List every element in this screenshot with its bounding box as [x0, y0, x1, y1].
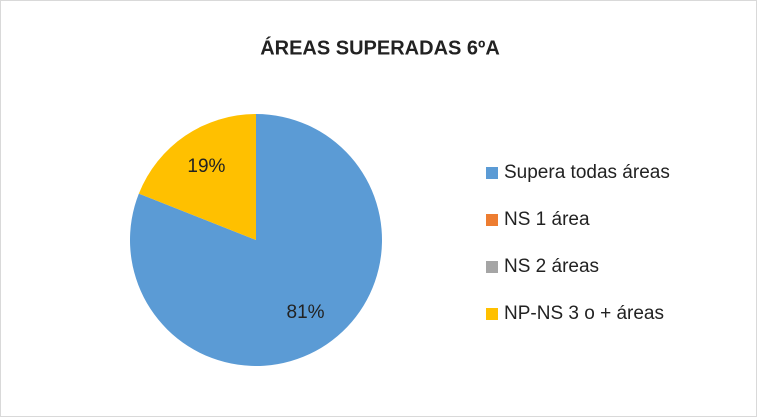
pie-slice	[129, 114, 382, 366]
legend-swatch	[486, 308, 498, 320]
legend-swatch	[486, 167, 498, 179]
legend-swatch	[486, 261, 498, 273]
legend-label: NS 2 áreas	[504, 256, 599, 277]
legend-label: NS 1 área	[504, 209, 590, 230]
legend-label: Supera todas áreas	[504, 162, 670, 183]
pie-slice	[138, 114, 256, 240]
legend-swatch	[486, 214, 498, 226]
data-label: 19%	[187, 156, 225, 177]
legend-label: NP-NS 3 o + áreas	[504, 303, 664, 324]
data-label: 81%	[287, 302, 325, 323]
chart-title: ÁREAS SUPERADAS 6ºA	[260, 36, 500, 59]
